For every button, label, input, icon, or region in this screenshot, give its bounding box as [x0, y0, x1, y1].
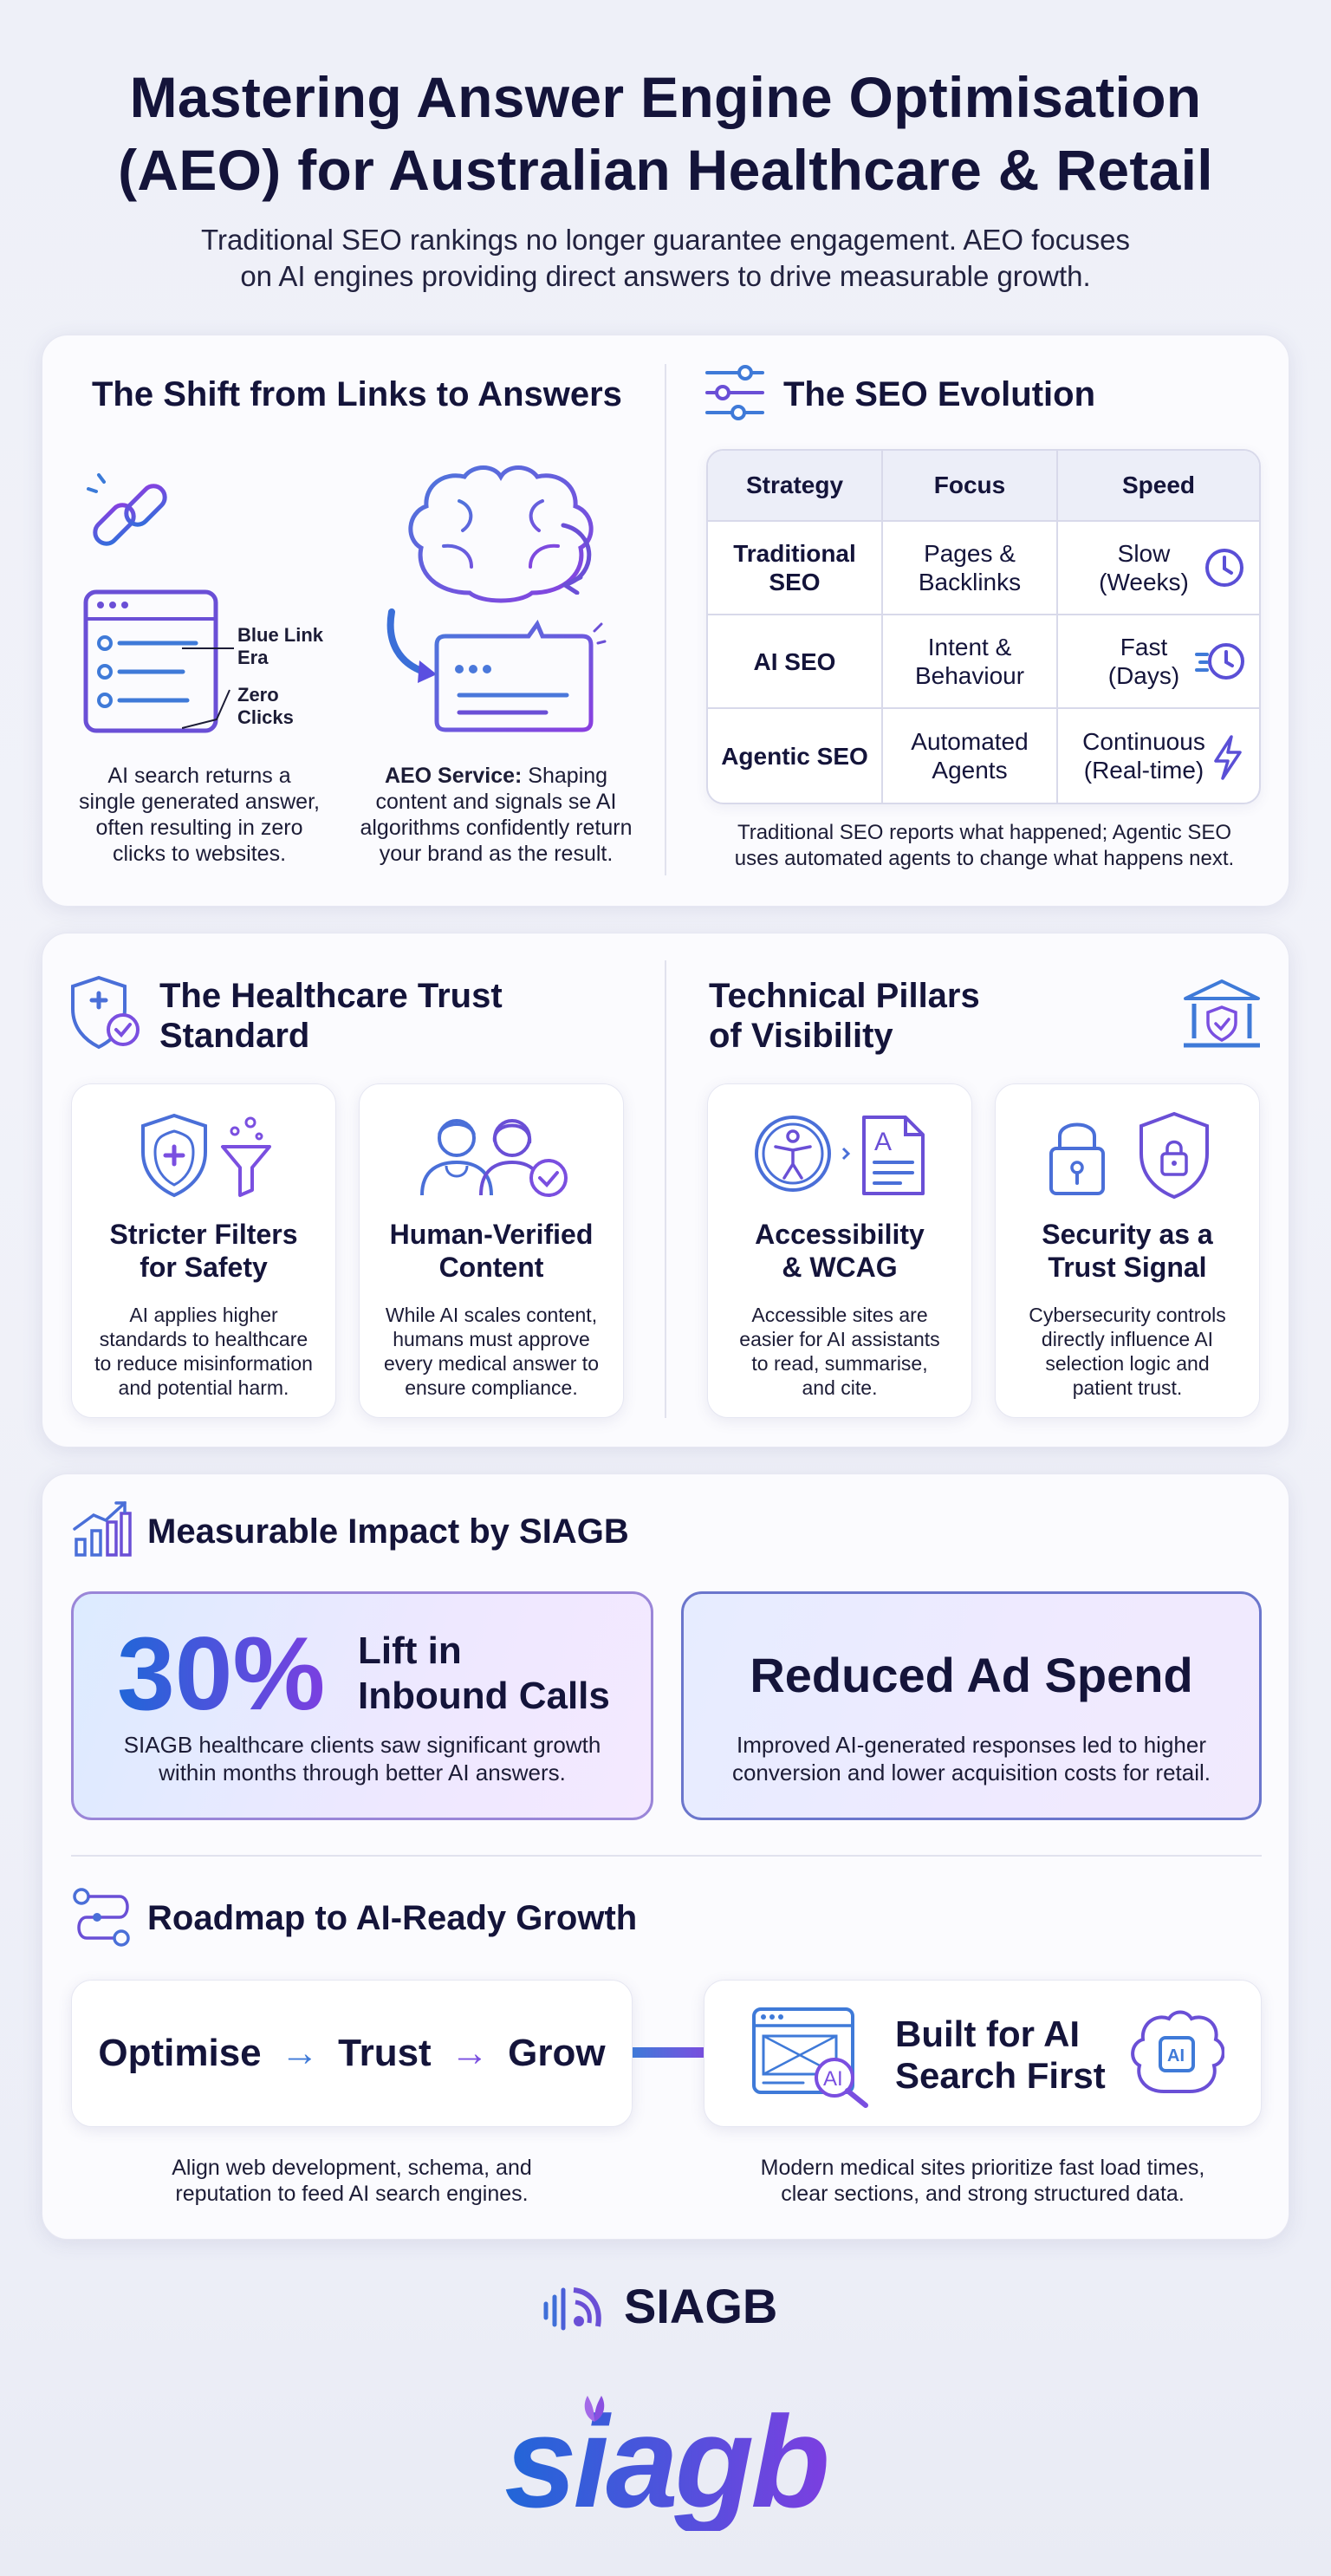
svg-text:A: A — [874, 1128, 892, 1156]
shield-filter-icon — [141, 1113, 271, 1198]
step-grow: Grow — [508, 2032, 606, 2074]
ai-badge-text: AI — [1167, 2046, 1185, 2065]
ad-spend-box: Reduced Ad Spend Improved AI-generated r… — [681, 1591, 1262, 1820]
fast-clock-icon — [1195, 643, 1244, 680]
callout-lines — [182, 647, 234, 729]
column-header-strategy: Strategy — [708, 451, 883, 522]
ad-spend-desc: Improved AI-generated responses led to h… — [731, 1732, 1211, 1786]
lightning-icon — [1214, 735, 1242, 780]
brand-name-large: siagb — [504, 2389, 830, 2534]
table-row: Traditional SEO Pages & Backlinks Slow (Wee… — [708, 522, 1259, 615]
strategy-cell: Traditional SEO — [708, 522, 883, 615]
built-for-ai-card: AI Built for AI Search First AI — [704, 1980, 1262, 2127]
table-row: AI SEO Intent & Behaviour Fast (Days) — [708, 615, 1259, 709]
shift-title: The Shift from Links to Answers — [92, 375, 622, 413]
built-for-ai-title: Built for AI Search First — [895, 2013, 1106, 2096]
security-card: Security as a Trust Signal Cybersecurity… — [995, 1083, 1260, 1418]
arrow-right-icon: → — [280, 2032, 319, 2074]
stat-desc: SIAGB healthcare clients saw significant… — [123, 1732, 601, 1786]
institution-shield-icon — [1184, 979, 1260, 1048]
lotus-icon — [584, 2396, 605, 2422]
doctors-check-icon — [420, 1119, 568, 1197]
shift-right-text: AEO Service: Shaping content and signals… — [360, 764, 633, 866]
browser-search-icon: AI — [752, 2007, 868, 2108]
roadmap-connector — [633, 2047, 704, 2058]
browser-window-icon — [83, 589, 218, 733]
human-verified-desc: While AI scales content, humans must app… — [384, 1304, 599, 1399]
ad-spend-title: Reduced Ad Spend — [750, 1648, 1193, 1702]
chain-link-icon — [87, 473, 167, 546]
step-trust: Trust — [338, 2032, 432, 2074]
strategy-cell: Agentic SEO — [708, 709, 883, 803]
table-header-row: Strategy Focus Speed — [708, 451, 1259, 522]
stat-label: Lift in Inbound Calls — [358, 1630, 610, 1717]
shift-left-text: AI search returns a single generated ans… — [79, 764, 320, 866]
accessibility-title: Accessibility & WCAG — [755, 1219, 925, 1283]
column-header-speed: Speed — [1058, 451, 1259, 522]
strategy-cell: AI SEO — [708, 615, 883, 709]
curved-arrow-icon — [386, 608, 437, 683]
stat-value: 30% — [117, 1616, 326, 1732]
evolution-title: The SEO Evolution — [783, 375, 1096, 413]
footer-brand-large: siagb — [0, 2392, 1331, 2531]
card1-divider — [665, 364, 666, 875]
roadmap-steps-card: Optimise → Trust → Grow — [71, 1980, 633, 2127]
speed-cell: Continuous (Real-time) — [1058, 709, 1259, 803]
page-title: Mastering Answer Engine Optimisation (AE… — [118, 65, 1213, 202]
accessibility-document-icon: A — [755, 1116, 925, 1195]
roadmap-right-desc: Modern medical sites prioritize fast loa… — [760, 2156, 1205, 2206]
table-row: Agentic SEO Automated Agents Continuous (R… — [708, 709, 1259, 803]
focus-cell: Automated Agents — [883, 709, 1058, 803]
ai-search-badge-text: AI — [823, 2067, 843, 2091]
chat-bubble-icon — [434, 619, 607, 732]
page-header: Mastering Answer Engine Optimisation (AE… — [0, 61, 1331, 295]
speed-cell: Slow (Weeks) — [1058, 522, 1259, 615]
safety-filters-title: Stricter Filters for Safety — [109, 1219, 298, 1283]
lock-shield-icon — [1049, 1111, 1209, 1200]
card2-divider — [665, 960, 666, 1418]
step-optimise: Optimise — [98, 2032, 262, 2074]
roadmap-left-desc: Align web development, schema, and reput… — [172, 2156, 532, 2206]
human-verified-card: Human-Verified Content While AI scales c… — [359, 1083, 624, 1418]
focus-cell: Intent & Behaviour — [883, 615, 1058, 709]
accessibility-card: A Accessibility & WCAG Accessible sites … — [707, 1083, 972, 1418]
brand-name-small: SIAGB — [624, 2279, 778, 2333]
arrow-right-icon: → — [450, 2032, 489, 2074]
seo-evolution-table: Strategy Focus Speed Traditional SEO Page… — [706, 449, 1261, 804]
clock-icon — [1205, 549, 1243, 587]
healthcare-title: The Healthcare Trust Standard — [159, 977, 503, 1055]
footer-brand-small: SIAGB — [541, 2276, 801, 2337]
ai-brain-chip-icon: AI — [1131, 2010, 1224, 2093]
evolution-footer: Traditional SEO reports what happened; A… — [734, 821, 1235, 870]
roadmap-steps: Optimise → Trust → Grow — [72, 2031, 632, 2076]
blue-link-label: Blue Link Era — [237, 624, 324, 668]
speed-cell: Fast (Days) — [1058, 615, 1259, 709]
accessibility-desc: Accessible sites are easier for AI assis… — [739, 1304, 940, 1399]
column-header-focus: Focus — [883, 451, 1058, 522]
safety-filters-card: Stricter Filters for Safety AI applies h… — [71, 1083, 336, 1418]
sliders-icon — [705, 365, 764, 420]
shield-check-icon — [71, 975, 140, 1050]
security-title: Security as a Trust Signal — [1042, 1219, 1213, 1283]
bar-chart-growth-icon — [73, 1501, 132, 1557]
safety-filters-desc: AI applies higher standards to healthcar… — [94, 1304, 313, 1399]
signal-logo-icon — [543, 2287, 601, 2331]
zero-clicks-label: Zero Clicks — [237, 684, 294, 728]
page-subtitle: Traditional SEO rankings no longer guara… — [201, 224, 1130, 292]
pillars-title: Technical Pillars of Visibility — [709, 977, 980, 1055]
roadmap-title: Roadmap to AI-Ready Growth — [147, 1899, 638, 1937]
refresh-arrow-icon — [560, 523, 592, 595]
impact-title: Measurable Impact by SIAGB — [147, 1512, 629, 1551]
security-desc: Cybersecurity controls directly influenc… — [1029, 1304, 1226, 1399]
inbound-calls-stat-box: 30% Lift in Inbound Calls SIAGB healthca… — [71, 1591, 653, 1820]
human-verified-title: Human-Verified Content — [389, 1219, 594, 1283]
focus-cell: Pages & Backlinks — [883, 522, 1058, 615]
impact-roadmap-divider — [71, 1855, 1262, 1857]
roadmap-path-icon — [73, 1888, 130, 1947]
